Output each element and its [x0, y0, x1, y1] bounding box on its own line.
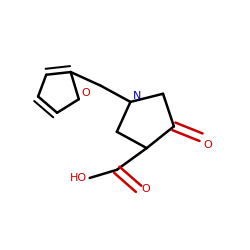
Text: O: O [204, 140, 212, 150]
Text: N: N [133, 90, 141, 101]
Text: HO: HO [70, 173, 87, 183]
Text: O: O [82, 88, 90, 98]
Text: O: O [141, 184, 150, 194]
